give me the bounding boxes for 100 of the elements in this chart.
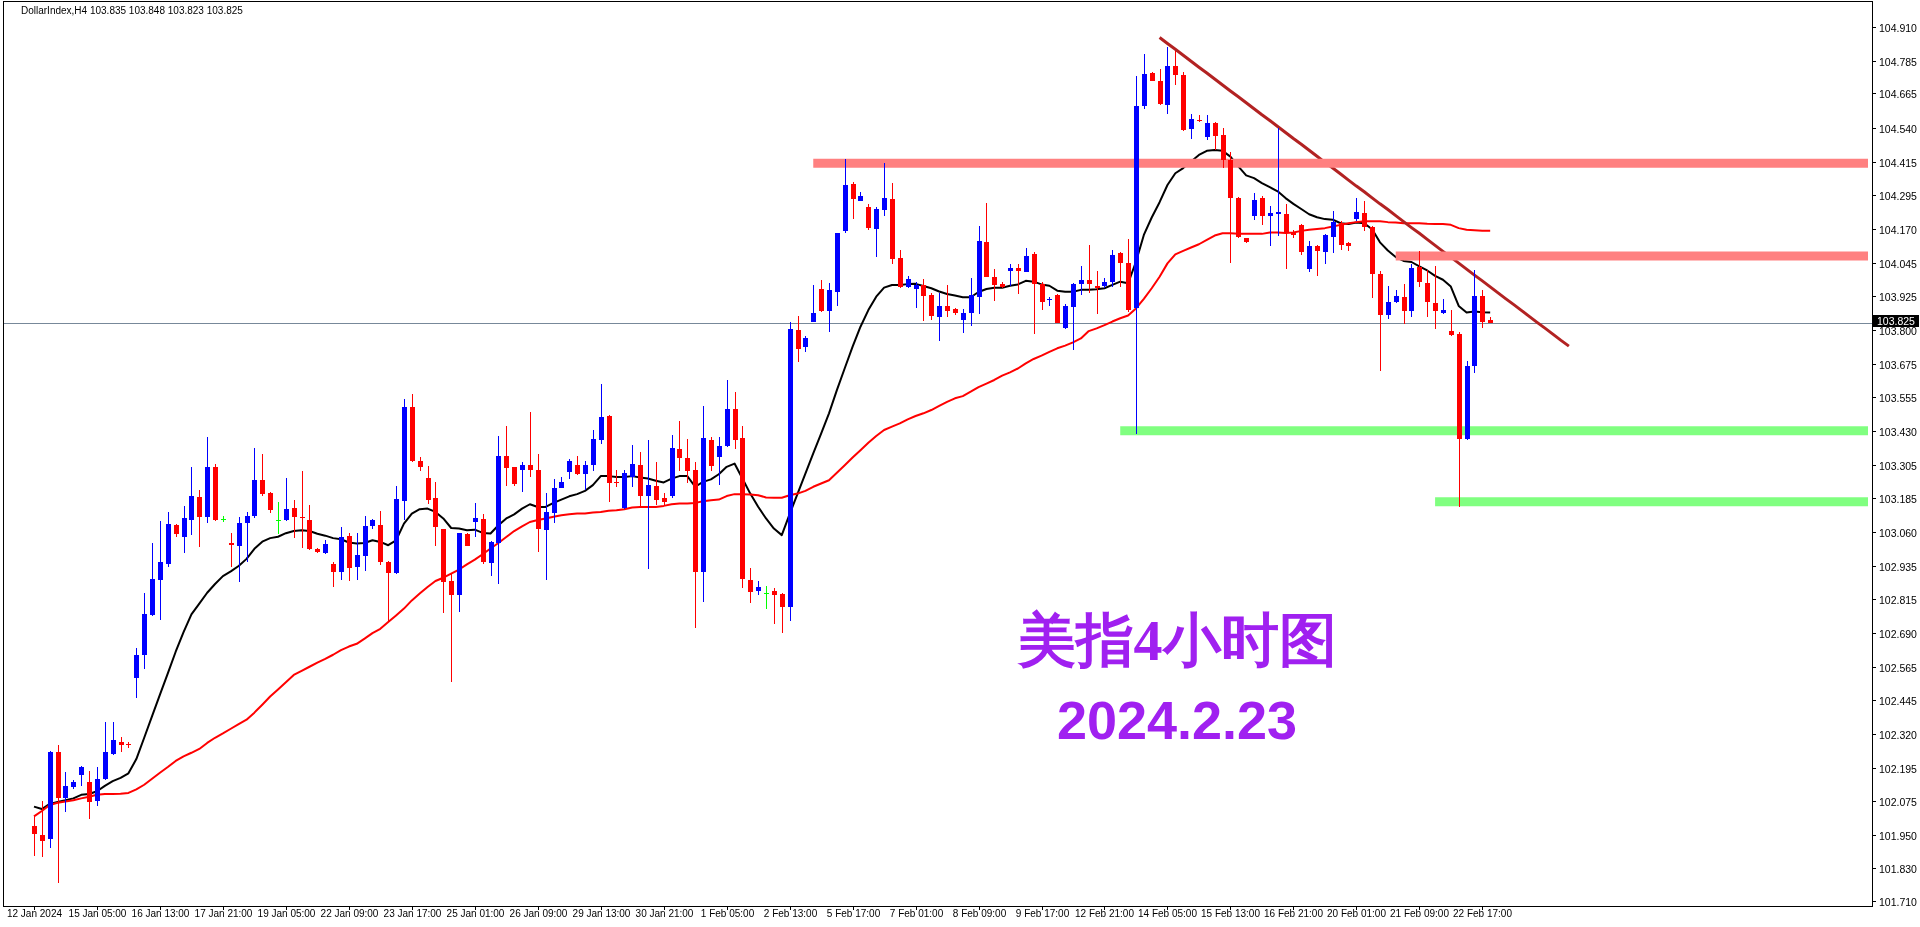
y-tick-label: 102.320: [1879, 728, 1918, 741]
candlestick: [1354, 197, 1359, 222]
candlestick: [473, 502, 478, 538]
candlestick: [1118, 251, 1123, 288]
candlestick: [268, 491, 273, 514]
y-tick-label: 102.195: [1879, 762, 1918, 775]
candlestick: [1260, 195, 1265, 226]
x-tick-label: 17 Jan 21:00: [194, 908, 253, 919]
candlestick: [961, 308, 966, 334]
candlestick: [1252, 192, 1257, 221]
y-tick-label: 103.060: [1879, 526, 1918, 539]
candlestick: [1307, 240, 1312, 273]
candlestick: [1402, 283, 1407, 325]
candlestick: [717, 436, 722, 486]
x-tick-label: 16 Jan 13:00: [131, 908, 190, 919]
ref-line-label: 103.825: [1877, 315, 1916, 327]
candlestick: [520, 461, 525, 493]
candlestick: [182, 505, 187, 554]
candlestick: [1433, 265, 1438, 330]
y-tick-label: 102.815: [1879, 593, 1918, 606]
y-tick-label: 103.675: [1879, 358, 1918, 371]
y-tick-label: 103.800: [1879, 324, 1918, 337]
x-tick-label: 19 Jan 05:00: [257, 908, 316, 919]
x-tick-label: 1 Feb 05:00: [700, 908, 755, 919]
candlestick: [1095, 270, 1100, 315]
candlestick: [229, 532, 234, 568]
candlestick: [914, 281, 919, 309]
y-tick-label: 104.665: [1879, 87, 1918, 100]
y-tick-label: 102.445: [1879, 694, 1918, 707]
candlestick: [111, 721, 116, 756]
candlestick: [1425, 269, 1430, 318]
y-tick-label: 103.185: [1879, 492, 1918, 505]
candlestick: [1071, 282, 1076, 351]
candlestick: [764, 585, 769, 610]
candlestick: [189, 466, 194, 536]
candlestick: [449, 573, 454, 683]
candlestick: [874, 206, 879, 258]
y-tick-label: 103.555: [1879, 391, 1918, 404]
x-tick-label: 12 Jan 2024: [6, 908, 63, 919]
candlestick: [386, 560, 391, 623]
annotation: 2024.2.23: [1056, 690, 1298, 750]
y-tick-label: 104.910: [1879, 21, 1918, 34]
y-tick-label: 101.830: [1879, 862, 1918, 875]
candlestick: [811, 284, 816, 323]
candlestick: [796, 315, 801, 363]
y-tick-label: 103.305: [1879, 459, 1918, 472]
y-tick-label: 104.045: [1879, 257, 1918, 270]
candlestick: [1087, 244, 1092, 294]
candlestick: [426, 465, 431, 505]
x-tick-label: 23 Jan 17:00: [383, 908, 442, 919]
candlestick: [1158, 68, 1163, 106]
candlestick: [827, 282, 832, 333]
y-tick-label: 104.415: [1879, 156, 1918, 169]
candlestick: [780, 592, 785, 634]
y-tick-label: 104.295: [1879, 189, 1918, 202]
candlestick: [599, 383, 604, 445]
candlestick: [646, 439, 651, 570]
candlestick: [567, 458, 572, 480]
x-tick-label: 7 Feb 01:00: [889, 908, 944, 919]
candlestick: [1386, 285, 1391, 320]
candlestick: [134, 647, 139, 699]
x-tick-label: 20 Feb 01:00: [1327, 908, 1387, 919]
candlestick: [504, 425, 509, 487]
y-tick-label: 101.710: [1879, 895, 1918, 908]
chart-title: DollarIndex,H4 103.835 103.848 103.823 103.825: [21, 5, 244, 16]
candlestick: [1008, 263, 1013, 287]
candlestick: [1331, 210, 1336, 254]
y-tick-label: 103.925: [1879, 290, 1918, 303]
x-tick-label: 9 Feb 17:00: [1015, 908, 1070, 919]
line-series: [1158, 36, 1571, 348]
candlestick: [1189, 113, 1194, 140]
y-tick-label: 104.540: [1879, 122, 1918, 135]
y-tick-label: 102.075: [1879, 795, 1918, 808]
candlestick: [237, 516, 242, 583]
candlestick: [63, 771, 68, 813]
x-tick-label: 22 Jan 09:00: [320, 908, 379, 919]
candlestick: [1079, 265, 1084, 296]
x-tick-label: 30 Jan 21:00: [635, 908, 694, 919]
candlestick: [1268, 205, 1273, 247]
x-tick-label: 25 Jan 01:00: [446, 908, 505, 919]
candlestick: [331, 561, 336, 588]
candlestick: [1323, 233, 1328, 265]
candlestick: [866, 203, 871, 231]
candlestick: [544, 492, 549, 581]
candlestick: [819, 279, 824, 313]
candlestick: [276, 501, 281, 535]
candlestick: [1205, 114, 1210, 141]
candlestick: [937, 292, 942, 342]
candlestick: [677, 420, 682, 472]
x-tick-label: 29 Jan 13:00: [572, 908, 631, 919]
y-tick-label: 102.565: [1879, 661, 1918, 674]
candlestick: [929, 292, 934, 321]
x-tick-label: 15 Jan 05:00: [68, 908, 127, 919]
candlestick: [489, 540, 494, 577]
y-tick-label: 104.785: [1879, 55, 1918, 68]
candlestick: [882, 162, 887, 217]
candlestick: [1063, 303, 1068, 330]
candlestick: [575, 455, 580, 476]
x-tick-label: 12 Feb 21:00: [1075, 908, 1135, 919]
candlestick: [197, 489, 202, 548]
